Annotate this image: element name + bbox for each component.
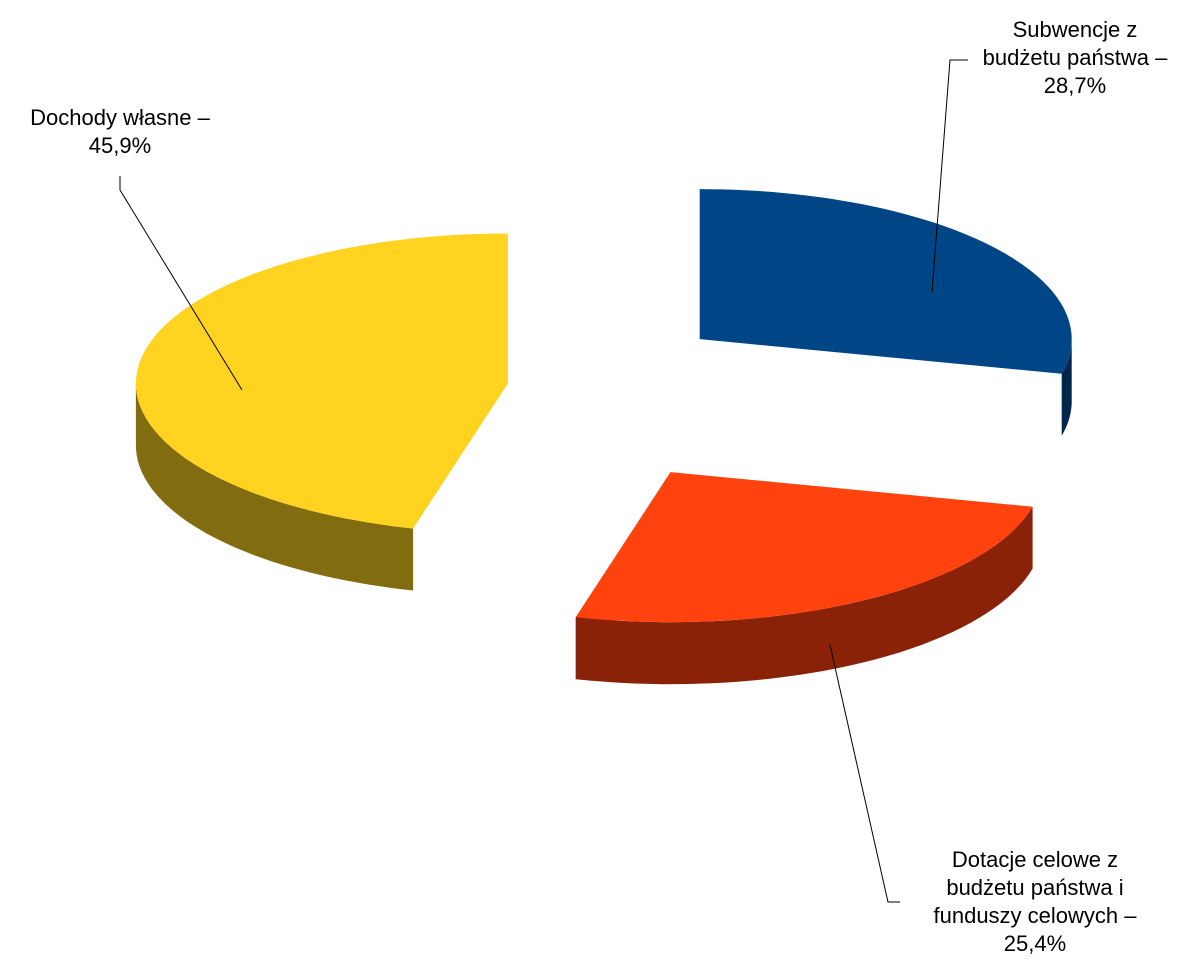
slice-label-dochody: Dochody własne – 45,9%	[30, 105, 210, 158]
leader-line-dochody	[119, 176, 243, 391]
slice-label-subwencje: Subwencje z budżetu państwa – 28,7%	[982, 17, 1168, 98]
slice-top-1	[575, 472, 1033, 623]
slice-top-0	[699, 189, 1072, 374]
leader-line-dotacje	[829, 644, 900, 903]
slice-top-2	[135, 233, 508, 529]
slice-side-1	[575, 506, 1033, 685]
leader-line-subwencje	[931, 59, 968, 293]
slice-label-dotacje: Dotacje celowe z budżetu państwa i fundu…	[933, 847, 1137, 956]
slice-side-2	[135, 383, 414, 591]
slice-side-0	[1061, 339, 1072, 436]
